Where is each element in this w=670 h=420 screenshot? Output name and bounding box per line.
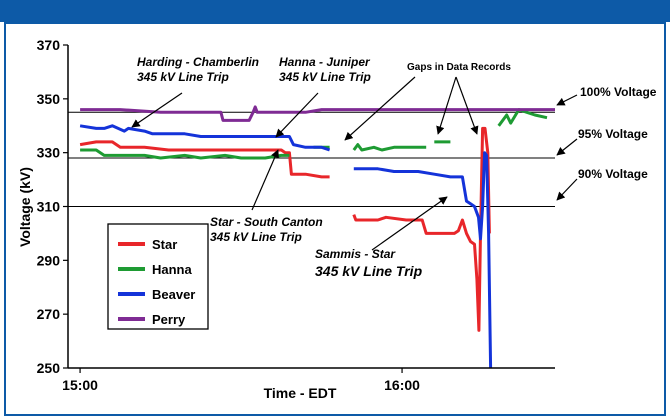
- reference-line-label-2: 90% Voltage: [578, 167, 648, 181]
- series-hanna-line-0: [80, 148, 290, 160]
- legend-label-hanna: Hanna: [152, 262, 193, 277]
- annotation-harding-chamberlin: Harding - Chamberlin 345 kV Line Trip: [137, 55, 259, 84]
- series-perry-line-0: [80, 105, 555, 122]
- header-band: [0, 0, 670, 22]
- annotation-arrow: [556, 138, 578, 156]
- series-beaver-line-0: [79, 124, 331, 152]
- annotation-sammis-star: Sammis - Star 345 kV Line Trip: [315, 247, 423, 279]
- reference-line-label-0: 100% Voltage: [580, 85, 657, 99]
- annotation-arrow: [455, 76, 479, 135]
- y-tick-label: 330: [37, 145, 61, 161]
- chart-frame: [4, 22, 666, 416]
- annotation-arrow: [556, 94, 578, 106]
- x-tick-label: 15:00: [62, 377, 98, 393]
- annotation-arrow: [131, 92, 183, 128]
- x-tick-label: 16:00: [384, 377, 420, 393]
- legend-label-perry: Perry: [152, 312, 186, 327]
- series-star-line-0: [79, 140, 330, 179]
- annotation-arrow: [251, 149, 279, 211]
- y-tick-label: 270: [37, 306, 61, 322]
- legend-box: [107, 223, 209, 330]
- annotation-arrow: [275, 92, 319, 138]
- annotation-arrow: [556, 178, 578, 201]
- y-tick-label: 250: [37, 360, 61, 376]
- legend-label-star: Star: [152, 237, 177, 252]
- series-star-line-1: [352, 126, 491, 332]
- y-tick-label: 350: [37, 91, 61, 107]
- series-hanna-line-2: [352, 143, 427, 152]
- x-axis-label: Time - EDT: [264, 385, 337, 401]
- annotation-gaps: Gaps in Data Records: [407, 62, 511, 73]
- annotation-arrow: [436, 76, 457, 135]
- annotation-hanna-juniper: Hanna - Juniper 345 kV Line Trip: [279, 55, 371, 84]
- y-axis-label: Voltage (kV): [17, 167, 33, 247]
- reference-line-label-1: 95% Voltage: [578, 127, 648, 141]
- legend-label-beaver: Beaver: [152, 287, 195, 302]
- annotation-star-south-canton: Star - South Canton 345 kV Line Trip: [210, 215, 323, 244]
- y-tick-label: 290: [37, 252, 61, 268]
- legend: Star Hanna Beaver Perry: [107, 223, 209, 330]
- y-tick-label: 310: [37, 199, 61, 215]
- y-tick-label: 370: [37, 37, 61, 53]
- annotation-arrow: [344, 76, 416, 141]
- series-beaver-line-1: [353, 151, 493, 369]
- annotation-arrow: [371, 196, 448, 251]
